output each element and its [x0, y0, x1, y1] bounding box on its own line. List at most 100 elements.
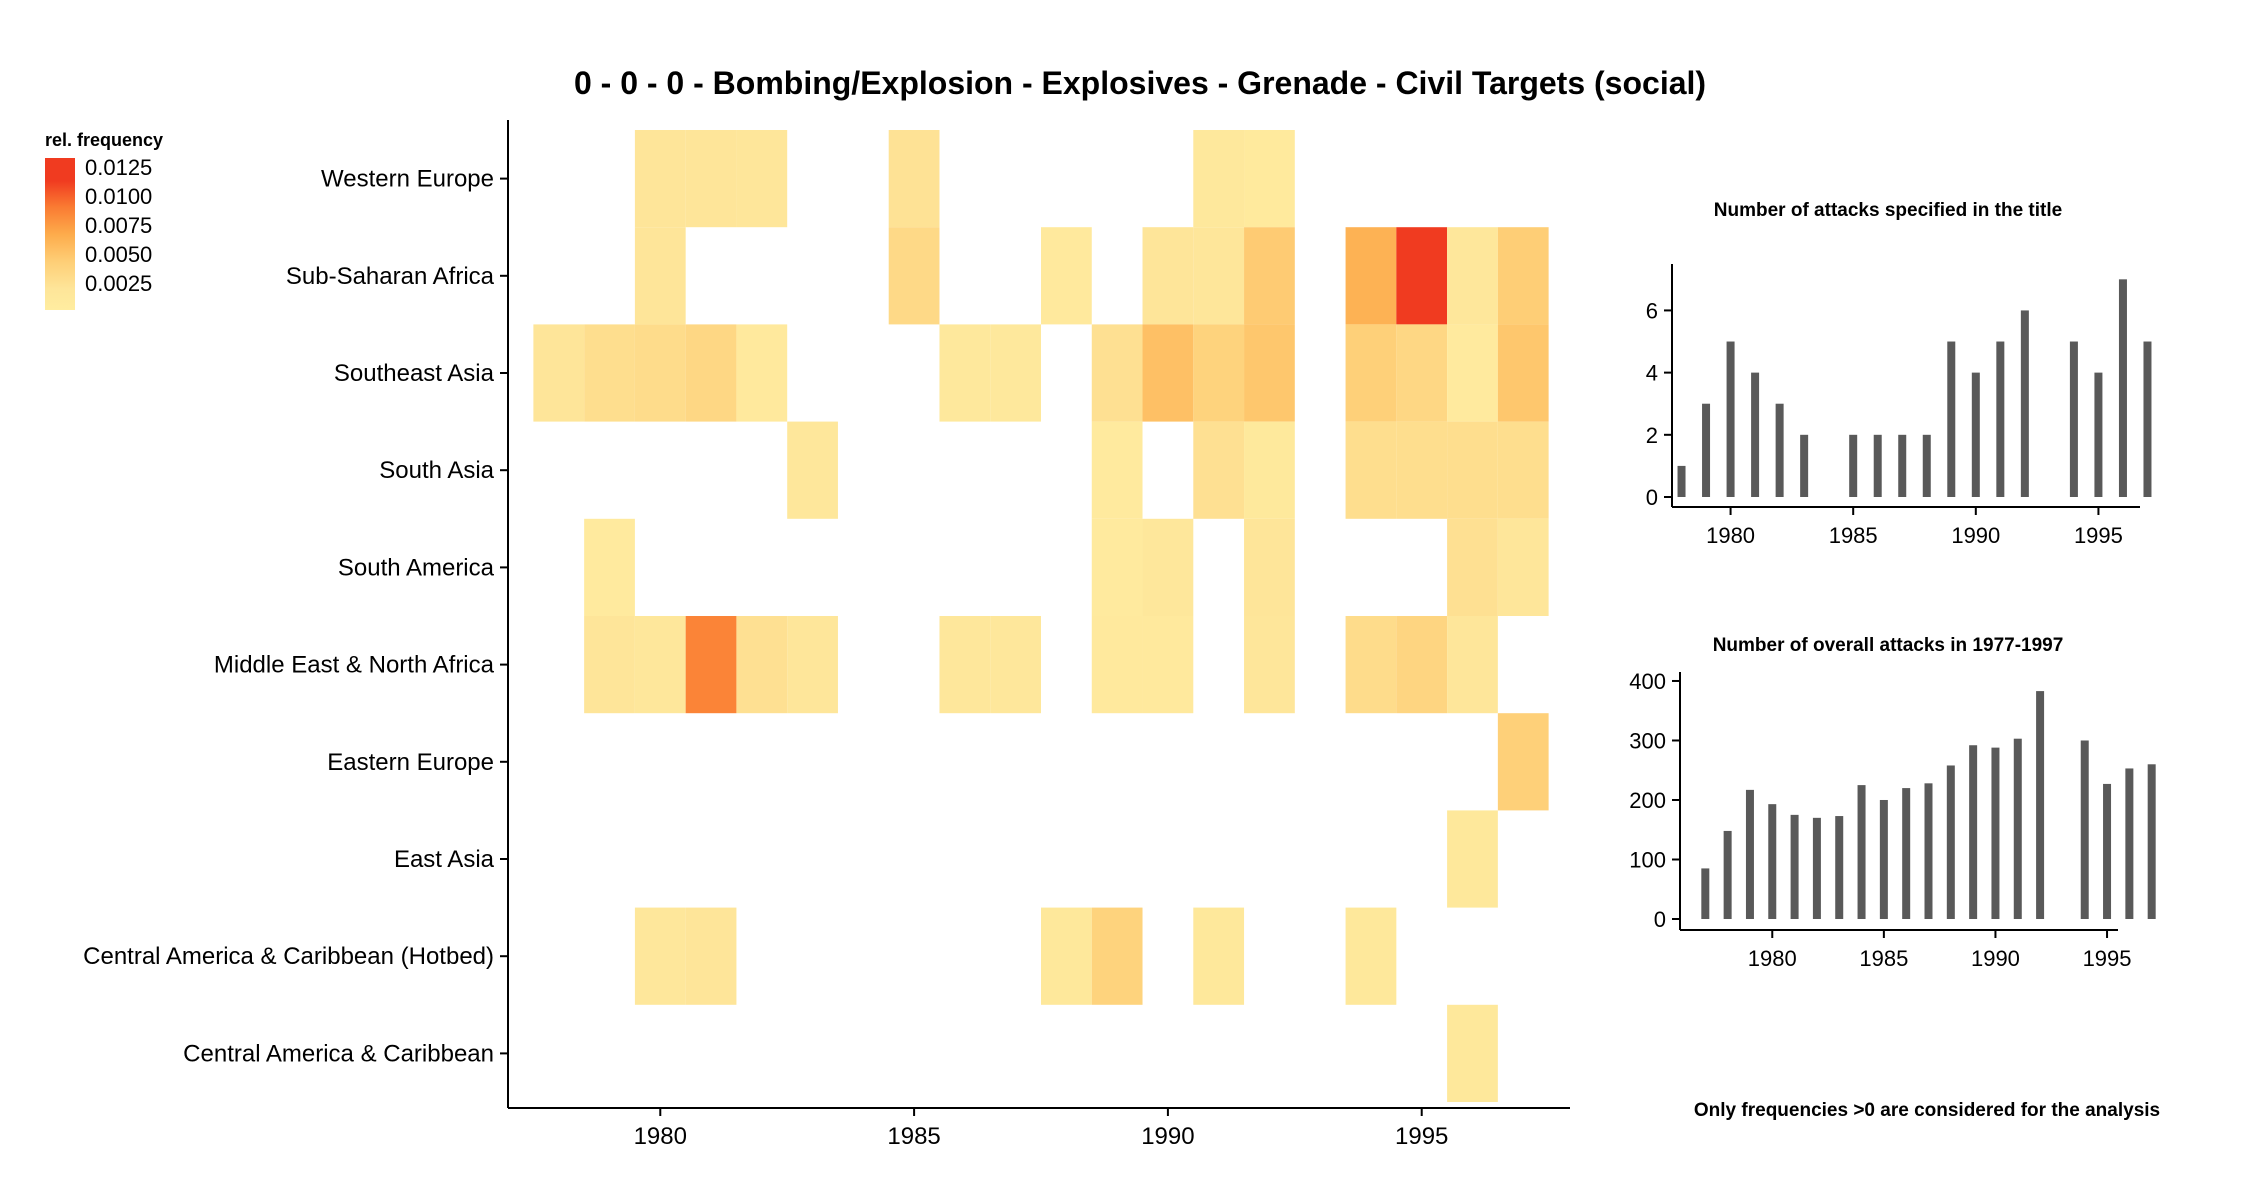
heatmap-cell [1396, 227, 1448, 325]
bar [1775, 403, 1784, 497]
heatmap-cell [1497, 713, 1549, 811]
heatmap-cell [1447, 518, 1498, 616]
bar [1971, 372, 1980, 497]
heatmap-cell [685, 130, 737, 228]
heatmap-cell [1091, 907, 1143, 1005]
bar [1723, 830, 1732, 919]
heatmap-cell [533, 324, 585, 422]
heatmap-cell [990, 616, 1041, 714]
heatmap-cell [634, 227, 686, 325]
bar [1768, 804, 1777, 919]
bar [2103, 783, 2112, 919]
y-tick-label: 400 [1629, 669, 1666, 694]
bar [2125, 768, 2134, 919]
heatmap-cell [584, 324, 635, 422]
y-tick-label: South America [338, 554, 495, 581]
bar [1922, 434, 1931, 497]
heatmap-cell [1447, 421, 1498, 519]
heatmap-cell [1193, 227, 1245, 325]
heatmap-cell [685, 907, 737, 1005]
bar [1751, 372, 1760, 497]
y-tick-label: 100 [1629, 847, 1666, 872]
bar [1835, 816, 1844, 919]
y-tick-label: 2 [1646, 423, 1658, 448]
y-tick-label: 4 [1646, 361, 1658, 386]
heatmap-cell [1244, 130, 1295, 228]
heatmap-cell [1244, 518, 1295, 616]
bar [2020, 310, 2029, 497]
color-legend: rel. frequency 0.0125 0.0100 0.0075 0.0050 0… [45, 130, 163, 310]
bar [2069, 341, 2078, 497]
x-tick-label: 1990 [1951, 523, 2000, 548]
y-tick-label: Central America & Caribbean (Hotbed) [83, 943, 494, 970]
heatmap-cell [1244, 421, 1295, 519]
y-tick-label: Central America & Caribbean [183, 1040, 494, 1067]
heatmap-cell [939, 616, 991, 714]
x-tick-label: 1980 [1706, 523, 1755, 548]
bar [1812, 817, 1821, 919]
heatmap-cell [1193, 421, 1245, 519]
y-tick-label: 0 [1646, 485, 1658, 510]
heatmap-cell [1041, 227, 1092, 325]
y-tick-label: Sub-Saharan Africa [286, 263, 495, 290]
bar [2118, 279, 2127, 497]
bar [1726, 341, 1735, 497]
heatmap-cell [1396, 324, 1448, 422]
x-tick-label: 1990 [1971, 946, 2020, 971]
heatmap-cell [1091, 324, 1143, 422]
bar [1898, 434, 1907, 497]
attacks-specified-title: Number of attacks specified in the title [1714, 200, 2062, 221]
bar [2036, 691, 2045, 919]
heatmap-cell [1396, 616, 1448, 714]
heatmap-cell [634, 324, 686, 422]
heatmap-cell [685, 616, 737, 714]
heatmap-cell [1142, 324, 1194, 422]
y-tick-label: South Asia [379, 457, 494, 484]
heatmap-cell [1447, 1004, 1498, 1102]
heatmap-cell [1447, 810, 1498, 908]
y-tick-label: 200 [1629, 788, 1666, 813]
bar [2094, 372, 2103, 497]
x-tick-label: 1980 [634, 1123, 687, 1150]
heatmap-cell [1091, 421, 1143, 519]
bar [1790, 814, 1799, 919]
bar [1902, 788, 1911, 919]
heatmap-cell [736, 616, 788, 714]
bar [1677, 465, 1686, 497]
overall-attacks-chart: Number of overall attacks in 1977-1997 0… [1629, 635, 2156, 971]
legend-label: 0.0125 [85, 155, 152, 180]
heatmap-cell [584, 616, 635, 714]
x-tick-label: 1980 [1748, 946, 1797, 971]
y-tick-label: Western Europe [321, 166, 494, 193]
y-tick-label: East Asia [394, 846, 495, 873]
legend-label: 0.0100 [85, 184, 152, 209]
bar [1702, 403, 1711, 497]
y-tick-label: 6 [1646, 298, 1658, 323]
bar [1969, 745, 1978, 919]
y-tick-label: Middle East & North Africa [214, 652, 495, 679]
heatmap-cell [1244, 616, 1295, 714]
heatmap-cell [1345, 421, 1397, 519]
y-tick-label: Eastern Europe [327, 749, 494, 776]
heatmap-cell [1345, 227, 1397, 325]
heatmap-cell [1345, 616, 1397, 714]
heatmap-cell [1447, 616, 1498, 714]
heatmap-cell [1345, 907, 1397, 1005]
bar [1701, 868, 1710, 919]
heatmap-cell [888, 130, 940, 228]
legend-label: 0.0075 [85, 213, 152, 238]
heatmap-cell [1142, 227, 1194, 325]
bar [1996, 341, 2005, 497]
heatmap-cell [1244, 227, 1295, 325]
bar [1745, 789, 1754, 919]
heatmap-cell [939, 324, 991, 422]
bar [1879, 799, 1888, 919]
x-tick-label: 1995 [2083, 946, 2132, 971]
heatmap-cell [1447, 227, 1498, 325]
bar [1857, 785, 1866, 919]
heatmap-cell [685, 324, 737, 422]
attacks-specified-chart: Number of attacks specified in the title… [1646, 200, 2152, 548]
heatmap-cell [1345, 324, 1397, 422]
x-tick-label: 1995 [1395, 1123, 1448, 1150]
